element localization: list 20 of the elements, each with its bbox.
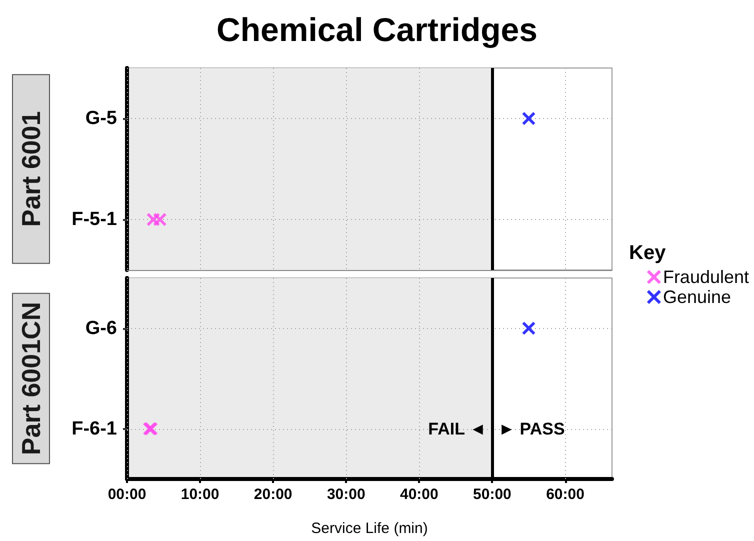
x-tick-label: 50:00 (473, 486, 512, 503)
x-axis-title: Service Life (min) (311, 520, 428, 537)
x-tick-label: 00:00 (108, 486, 146, 503)
x-tick-label: 60:00 (546, 486, 584, 503)
x-tick-label: 20:00 (254, 486, 292, 503)
annotation: ► PASS (498, 419, 565, 438)
legend-label: Genuine (662, 287, 732, 307)
x-tick-label: 30:00 (326, 486, 366, 503)
y-tick-label: G-6 (85, 318, 117, 339)
x-tick-label: 10:00 (180, 486, 220, 503)
x-tick-label: 40:00 (400, 486, 438, 503)
y-axis-title: Part 6001CN (16, 302, 46, 456)
legend-title: Key (629, 242, 667, 264)
y-tick-label: G-5 (85, 108, 118, 129)
chart-title: Chemical Cartridges (216, 11, 538, 48)
legend-label: Fraudulent (662, 267, 750, 287)
annotation: FAIL ◄ (428, 419, 486, 438)
y-axis-title: Part 6001 (16, 111, 46, 227)
y-tick-label: F-6-1 (72, 418, 118, 440)
y-tick-label: F-5-1 (72, 209, 118, 230)
